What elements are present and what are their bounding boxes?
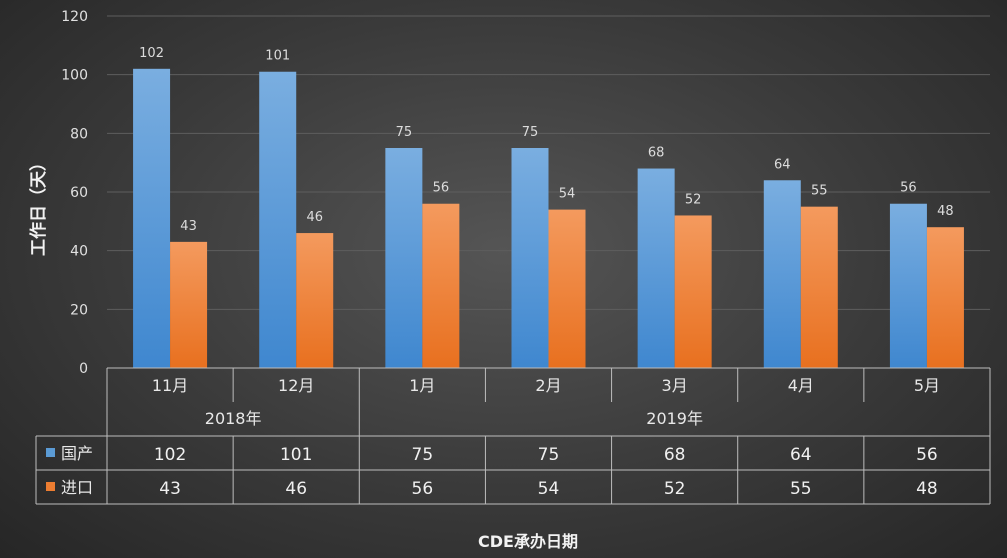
bar-domestic (259, 71, 297, 368)
bar-imported (800, 206, 838, 368)
bar-imported (674, 215, 712, 368)
data-label: 102 (139, 46, 164, 61)
series-name: 进口 (61, 478, 93, 497)
data-label: 75 (396, 125, 413, 140)
data-label: 46 (306, 210, 323, 225)
bars (133, 68, 964, 369)
bar-domestic (511, 148, 549, 368)
table-cell: 68 (664, 445, 686, 465)
category-label: 3月 (662, 376, 688, 395)
bar-domestic (889, 203, 927, 368)
data-label: 56 (900, 181, 917, 196)
data-labels: 102 43 101 46 75 56 75 54 68 52 64 55 56 48 (139, 46, 954, 234)
table-cell: 75 (538, 445, 560, 465)
bar-imported (296, 233, 334, 368)
bar-imported (548, 209, 586, 368)
bar-domestic (637, 168, 675, 368)
data-label: 68 (648, 146, 665, 161)
data-label: 48 (937, 204, 954, 219)
bar-imported (422, 203, 460, 368)
data-label: 64 (774, 157, 791, 172)
data-label: 75 (522, 125, 539, 140)
table-cell: 55 (790, 479, 812, 499)
legend-swatch (46, 448, 55, 457)
data-label: 43 (180, 219, 197, 234)
table-cell: 56 (916, 445, 938, 465)
table-cell: 52 (664, 479, 686, 499)
y-tick-label: 20 (70, 302, 88, 318)
year-group-label: 2018年 (205, 409, 262, 428)
table-cell: 75 (412, 445, 434, 465)
y-tick-label: 120 (61, 9, 88, 25)
table-cell: 64 (790, 445, 812, 465)
bar-imported (170, 241, 208, 368)
data-label: 52 (685, 192, 702, 207)
bar-domestic (385, 148, 423, 368)
data-label: 101 (265, 49, 290, 64)
y-tick-label: 60 (70, 185, 88, 201)
series-name: 国产 (61, 444, 93, 463)
table-cell: 102 (154, 445, 186, 465)
table-cell: 54 (538, 479, 560, 499)
category-label: 5月 (914, 376, 940, 395)
legend-swatch (46, 482, 55, 491)
table-cell: 46 (285, 479, 307, 499)
y-tick-label: 80 (70, 126, 88, 142)
bar-imported (926, 227, 964, 368)
y-tick-label: 100 (61, 68, 88, 84)
table-cell: 43 (159, 479, 181, 499)
table-cell: 48 (916, 479, 938, 499)
category-label: 1月 (409, 376, 435, 395)
category-label: 4月 (788, 376, 814, 395)
y-axis-ticks: 0 20 40 60 80 100 120 (61, 9, 88, 377)
bar-domestic (133, 68, 171, 369)
data-label: 56 (433, 181, 450, 196)
y-tick-label: 0 (79, 361, 88, 377)
data-label: 54 (559, 187, 576, 202)
category-label: 11月 (152, 376, 188, 395)
bar-domestic (763, 180, 801, 368)
table-cell: 101 (280, 445, 312, 465)
category-label: 2月 (535, 376, 561, 395)
y-axis-title: 工作日（天） (28, 154, 49, 256)
table-cell: 56 (412, 479, 434, 499)
data-label: 55 (811, 184, 828, 199)
x-axis-title: CDE承办日期 (478, 532, 578, 551)
year-group-label: 2019年 (646, 409, 703, 428)
y-tick-label: 40 (70, 244, 88, 260)
category-label: 12月 (278, 376, 314, 395)
